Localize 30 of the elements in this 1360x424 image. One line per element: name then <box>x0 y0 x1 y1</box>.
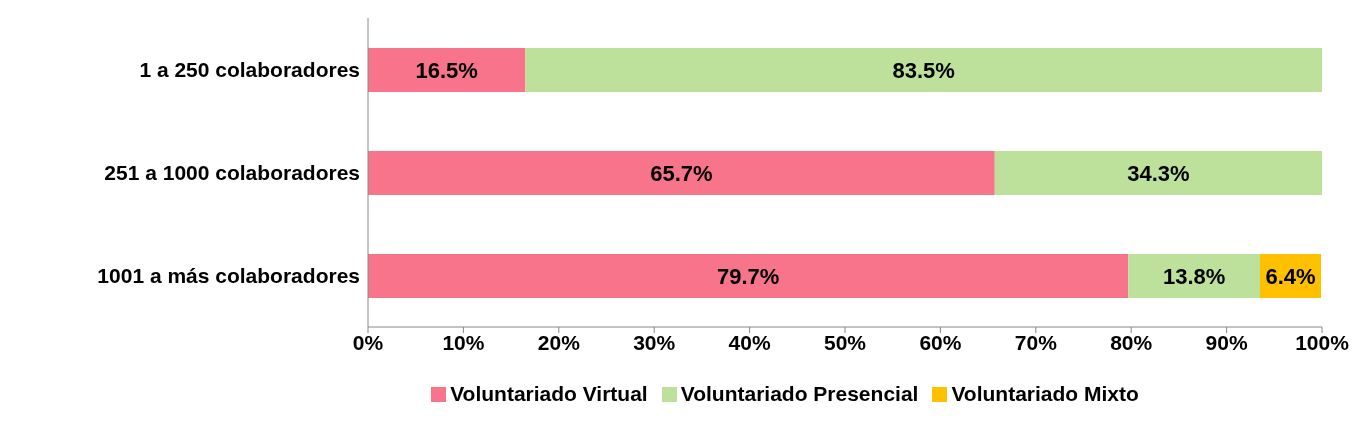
data-label: 34.3% <box>1127 160 1190 186</box>
x-tick-label: 30% <box>633 330 676 354</box>
y-tick-label: 1 a 250 colaboradores <box>139 57 360 81</box>
x-tick-label: 0% <box>352 330 384 354</box>
x-tick-label: 80% <box>1110 330 1153 354</box>
bar <box>1128 254 1260 298</box>
x-tick-label: 60% <box>919 330 962 354</box>
bar <box>368 48 526 92</box>
legend-label: Voluntariado Presencial <box>680 382 919 406</box>
data-label: 13.8% <box>1162 263 1226 289</box>
x-tick-label: 40% <box>728 330 771 354</box>
x-tick-label: 90% <box>1205 330 1248 354</box>
x-tick-label: 100% <box>1295 330 1350 354</box>
x-tick-label: 10% <box>442 330 485 354</box>
data-label: 65.7% <box>650 160 713 186</box>
legend-label: Voluntariado Virtual <box>450 382 648 406</box>
y-tick-label: 1001 a más colaboradores <box>97 263 360 287</box>
data-label: 83.5% <box>892 57 955 83</box>
bar <box>368 254 1129 298</box>
bar <box>525 48 1322 92</box>
data-label: 16.5% <box>415 57 478 83</box>
x-tick-label: 70% <box>1014 330 1058 354</box>
legend-label: Voluntariado Mixto <box>951 382 1139 406</box>
data-label: 6.4% <box>1265 263 1316 289</box>
x-tick-label: 50% <box>823 330 867 354</box>
y-tick-label: 251 a 1000 colaboradores <box>104 160 360 184</box>
data-label: 79.7% <box>716 263 780 289</box>
x-tick-label: 20% <box>537 330 581 354</box>
bar <box>368 151 995 195</box>
bar <box>994 151 1322 195</box>
